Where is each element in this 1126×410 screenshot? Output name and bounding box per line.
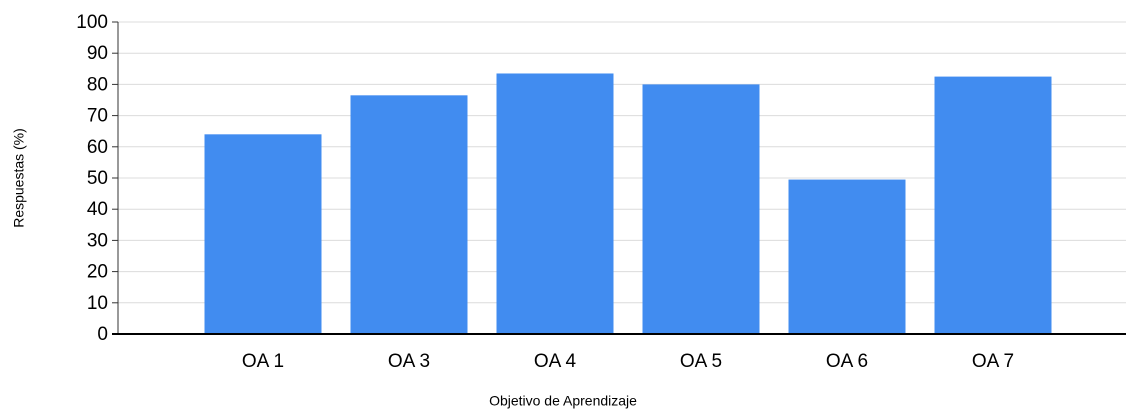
bar [350,95,468,334]
y-tick-label: 60 [87,137,108,158]
y-tick-label: 40 [87,199,108,220]
y-tick-label: 50 [87,168,108,189]
bar [788,179,906,334]
y-tick-label: 100 [76,12,108,33]
x-tick-label: OA 6 [826,351,868,372]
bar [934,76,1052,334]
bar [496,73,614,334]
y-tick-label: 0 [97,324,108,345]
y-tick-label: 10 [87,293,108,314]
x-tick-label: OA 1 [242,351,284,372]
y-tick-label: 80 [87,74,108,95]
bar [204,134,322,334]
x-tick-label: OA 3 [388,351,430,372]
y-tick-label: 90 [87,43,108,64]
x-tick-label: OA 7 [972,351,1014,372]
x-tick-label: OA 5 [680,351,722,372]
y-tick-label: 30 [87,230,108,251]
y-tick-label: 20 [87,262,108,283]
x-axis-title: Objetivo de Aprendizaje [489,393,637,409]
y-tick-label: 70 [87,106,108,127]
x-tick-label: OA 4 [534,351,577,372]
y-axis-title: Respuestas (%) [11,128,27,228]
bar [642,84,760,335]
